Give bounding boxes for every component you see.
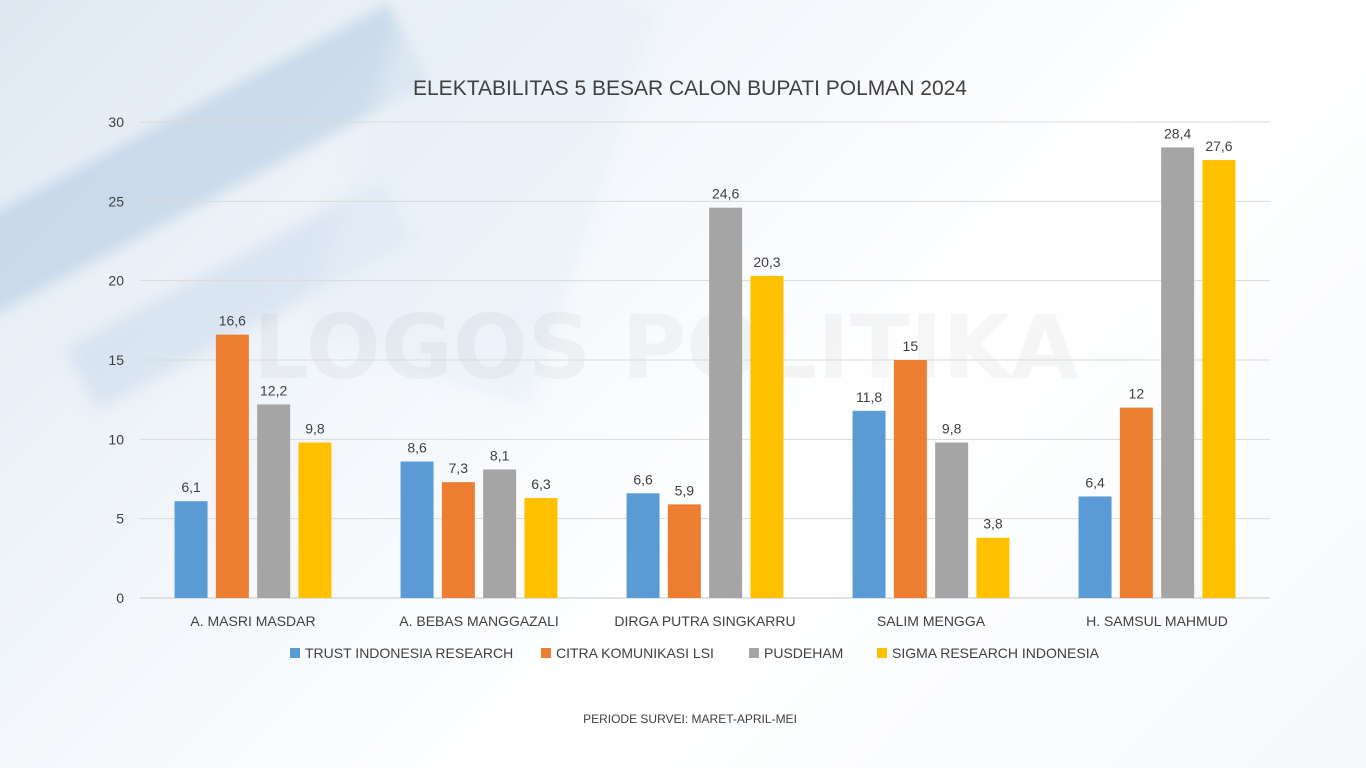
bar — [852, 410, 886, 598]
data-label: 12,2 — [260, 382, 287, 398]
legend-label: PUSDEHAM — [764, 645, 843, 661]
survey-period-note: PERIODE SURVEI: MARET-APRIL-MEI — [583, 712, 797, 726]
legend-swatch — [877, 648, 887, 658]
watermark-text: LOGOS POLITIKA — [253, 296, 1079, 399]
bar — [174, 501, 208, 598]
bar — [709, 207, 743, 598]
data-label: 6,1 — [181, 479, 201, 495]
bar — [1202, 160, 1236, 598]
bar — [935, 442, 969, 598]
y-tick-label: 30 — [108, 114, 124, 130]
x-tick-label: A. MASRI MASDAR — [190, 613, 315, 629]
legend-swatch — [749, 648, 759, 658]
data-label: 12 — [1129, 386, 1145, 402]
data-label: 6,6 — [633, 471, 653, 487]
data-label: 16,6 — [219, 313, 246, 329]
bar — [524, 498, 558, 598]
x-tick-label: H. SAMSUL MAHMUD — [1086, 613, 1228, 629]
y-tick-label: 10 — [108, 431, 124, 447]
bar — [257, 404, 291, 598]
data-label: 6,3 — [531, 476, 551, 492]
bar — [1078, 496, 1112, 598]
bar — [1161, 147, 1195, 599]
data-label: 9,8 — [942, 421, 962, 437]
legend-label: SIGMA RESEARCH INDONESIA — [892, 645, 1100, 661]
data-label: 5,9 — [675, 482, 695, 498]
data-label: 8,1 — [490, 447, 510, 463]
data-label: 24,6 — [712, 186, 739, 202]
bar — [750, 275, 784, 598]
data-label: 6,4 — [1085, 474, 1105, 490]
data-label: 7,3 — [449, 460, 469, 476]
bar — [400, 461, 434, 598]
data-label: 11,8 — [856, 389, 882, 405]
legend-swatch — [290, 648, 300, 658]
y-tick-label: 15 — [108, 352, 124, 368]
bar — [298, 442, 332, 598]
data-label: 9,8 — [305, 421, 325, 437]
bar — [976, 537, 1010, 598]
bar — [441, 482, 475, 598]
bar — [215, 334, 249, 598]
y-tick-label: 0 — [116, 590, 124, 606]
data-label: 15 — [903, 338, 919, 354]
chart-title: ELEKTABILITAS 5 BESAR CALON BUPATI POLMA… — [413, 77, 967, 100]
y-tick-label: 25 — [108, 193, 124, 209]
data-label: 3,8 — [983, 516, 1003, 532]
legend-swatch — [541, 648, 551, 658]
data-label: 27,6 — [1205, 138, 1232, 154]
y-tick-label: 5 — [116, 511, 124, 527]
x-tick-label: A. BEBAS MANGGAZALI — [399, 613, 559, 629]
data-label: 8,6 — [407, 440, 427, 456]
bar — [626, 493, 660, 598]
bar — [1119, 407, 1153, 598]
bar — [667, 504, 701, 598]
legend-label: TRUST INDONESIA RESEARCH — [305, 645, 513, 661]
x-tick-label: SALIM MENGGA — [877, 613, 986, 629]
bar — [893, 360, 927, 598]
data-label: 20,3 — [753, 254, 780, 270]
data-label: 28,4 — [1164, 125, 1191, 141]
x-tick-label: DIRGA PUTRA SINGKARRU — [614, 613, 795, 629]
y-tick-label: 20 — [108, 273, 124, 289]
legend-label: CITRA KOMUNIKASI LSI — [556, 645, 714, 661]
bar — [483, 469, 517, 598]
